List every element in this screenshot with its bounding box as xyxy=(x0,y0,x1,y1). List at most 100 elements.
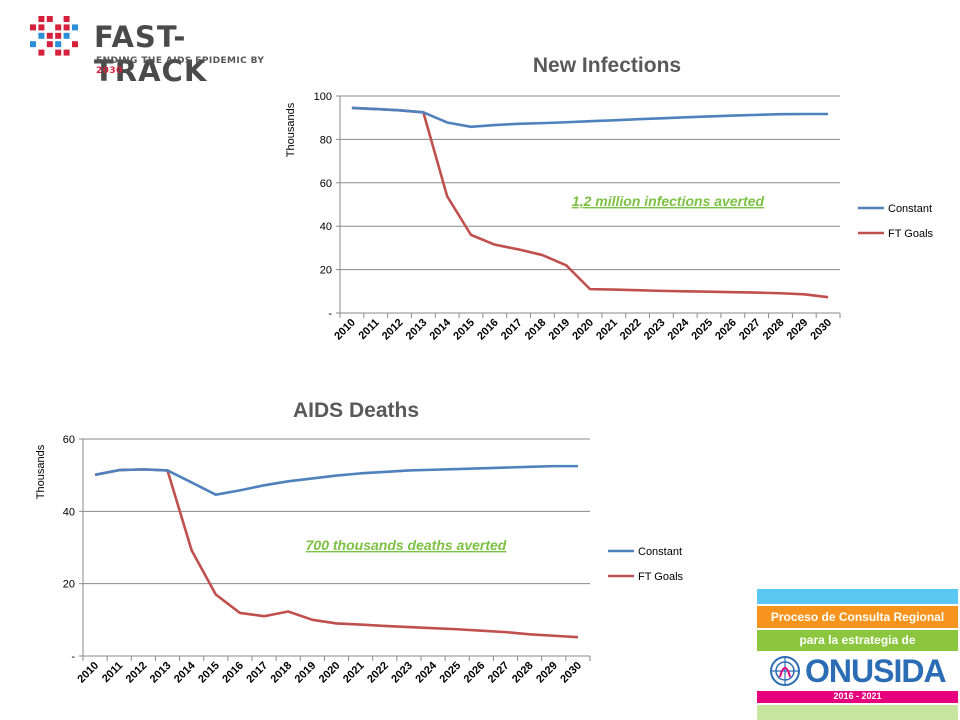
y-tick-label: 80 xyxy=(320,134,332,146)
onusida-bottom-band xyxy=(757,705,958,720)
logo-tagline-text: ENDING THE AIDS EPIDEMIC BY xyxy=(96,56,265,66)
logo-dot xyxy=(72,41,78,48)
y-axis-label: Thousands xyxy=(35,444,47,499)
x-tick-label: 2026 xyxy=(462,660,488,686)
chart-title: New Infections xyxy=(533,54,681,77)
series-line-constant xyxy=(94,464,578,496)
x-tick-label: 2019 xyxy=(293,660,319,686)
legend-label: FT Goals xyxy=(638,571,684,583)
x-tick-label: 2016 xyxy=(220,660,246,686)
logo-dot xyxy=(38,24,45,31)
onusida-years-band: 2016 - 2021 xyxy=(757,691,958,703)
onusida-line2: para la estrategia de xyxy=(799,633,916,647)
onusida-badge: Proceso de Consulta Regional para la est… xyxy=(757,589,958,720)
onusida-brand: ONUSIDA xyxy=(757,653,958,689)
x-tick-label: 2021 xyxy=(341,660,367,686)
x-tick-label: 2014 xyxy=(427,316,453,342)
logo-dot xyxy=(30,24,36,31)
logo-dot xyxy=(38,16,45,22)
legend-label: Constant xyxy=(888,203,932,215)
logo-dot xyxy=(63,16,70,22)
logo-dot xyxy=(63,49,70,56)
x-tick-label: 2017 xyxy=(244,660,270,686)
chart-annotation: 700 thousands deaths averted xyxy=(306,537,507,553)
logo-dot xyxy=(38,49,45,56)
series-line-ft-goals xyxy=(94,468,579,639)
y-tick-label: 20 xyxy=(63,579,75,591)
x-tick-label: 2026 xyxy=(713,317,739,343)
logo-dot xyxy=(30,41,36,48)
x-tick-label: 2015 xyxy=(451,317,477,343)
logo-dot xyxy=(72,24,78,31)
x-tick-label: 2027 xyxy=(737,317,763,343)
onusida-orange-band: Proceso de Consulta Regional xyxy=(757,606,958,628)
x-tick-label: 2018 xyxy=(523,317,549,343)
x-tick-label: 2029 xyxy=(785,317,811,343)
x-tick-label: 2028 xyxy=(761,317,787,343)
logo-dot xyxy=(55,32,62,39)
x-tick-label: 2011 xyxy=(356,317,381,342)
chart-annotation: 1,2 million infections averted xyxy=(572,193,765,209)
x-tick-label: 2020 xyxy=(317,660,343,686)
x-tick-label: 2017 xyxy=(499,317,525,343)
series-line-constant xyxy=(351,106,829,129)
x-tick-label: 2012 xyxy=(124,660,150,686)
fast-track-logo: FAST-TRACK ENDING THE AIDS EPIDEMIC BY 2… xyxy=(28,14,268,88)
y-tick-label: - xyxy=(71,651,75,663)
x-tick-label: 2028 xyxy=(510,660,536,686)
x-tick-label: 2011 xyxy=(100,660,125,685)
logo-dot xyxy=(63,24,70,31)
y-tick-label: 20 xyxy=(320,265,332,277)
logo-dot xyxy=(55,49,62,56)
logo-dot xyxy=(55,41,62,48)
x-tick-label: 2023 xyxy=(389,660,415,686)
x-tick-label: 2024 xyxy=(666,316,692,342)
onusida-brand-name: ONUSIDA xyxy=(805,653,947,689)
un-emblem-icon xyxy=(770,656,800,686)
y-tick-label: 100 xyxy=(314,91,332,103)
logo-dot xyxy=(55,24,62,31)
x-tick-label: 2022 xyxy=(365,660,391,686)
y-tick-label: 40 xyxy=(320,221,332,233)
logo-dot xyxy=(63,32,70,39)
fast-track-dots-icon xyxy=(30,16,78,56)
x-tick-label: 2022 xyxy=(618,317,644,343)
onusida-years: 2016 - 2021 xyxy=(833,691,882,701)
x-tick-label: 2027 xyxy=(486,660,512,686)
y-tick-label: 40 xyxy=(63,506,75,518)
y-tick-label: 60 xyxy=(320,178,332,190)
x-tick-label: 2023 xyxy=(642,317,668,343)
x-tick-label: 2010 xyxy=(75,660,101,686)
x-tick-label: 2010 xyxy=(332,317,358,343)
logo-dot xyxy=(46,32,53,39)
logo-dot xyxy=(46,41,53,48)
y-tick-label: 60 xyxy=(63,434,75,446)
x-tick-label: 2025 xyxy=(689,317,715,343)
x-tick-label: 2018 xyxy=(269,660,295,686)
legend-label: Constant xyxy=(638,546,682,558)
x-tick-label: 2015 xyxy=(196,660,222,686)
y-tick-label: - xyxy=(328,308,332,320)
x-tick-label: 2014 xyxy=(172,659,198,685)
logo-wordmark: FAST-TRACK xyxy=(94,20,208,88)
x-tick-label: 2013 xyxy=(404,317,430,343)
logo-dot xyxy=(38,32,45,39)
x-tick-label: 2016 xyxy=(475,317,501,343)
x-tick-label: 2019 xyxy=(547,317,573,343)
x-tick-label: 2024 xyxy=(413,659,439,685)
onusida-top-band xyxy=(757,589,958,604)
x-tick-label: 2012 xyxy=(380,317,406,343)
x-tick-label: 2013 xyxy=(148,660,174,686)
x-tick-label: 2020 xyxy=(570,317,596,343)
logo-dot xyxy=(46,16,53,22)
onusida-green-band: para la estrategia de xyxy=(757,630,958,651)
logo-tagline-year: 2030 xyxy=(96,66,123,76)
legend-label: FT Goals xyxy=(888,228,934,240)
x-tick-label: 2029 xyxy=(534,660,560,686)
x-tick-label: 2030 xyxy=(808,317,834,343)
x-tick-label: 2030 xyxy=(558,660,584,686)
logo-tagline: ENDING THE AIDS EPIDEMIC BY 2030 xyxy=(96,56,268,76)
x-tick-label: 2021 xyxy=(594,317,620,343)
chart-title: AIDS Deaths xyxy=(293,399,419,422)
